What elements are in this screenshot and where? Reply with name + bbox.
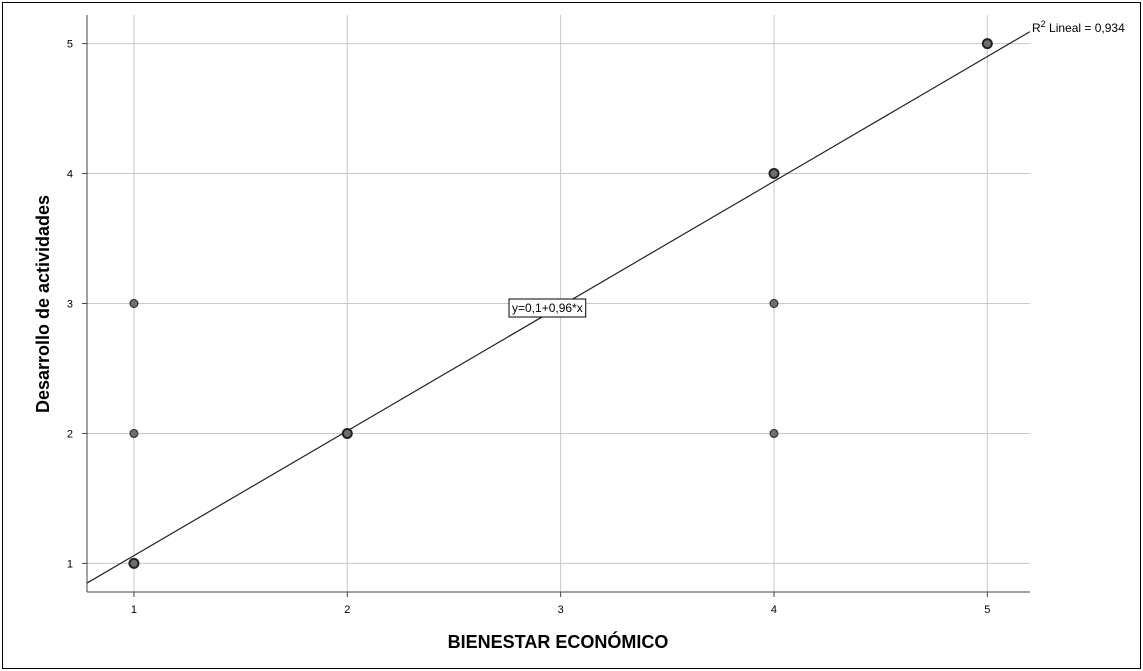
data-point: [768, 168, 780, 180]
data-points: [128, 38, 993, 569]
equation-label-group: y=0,1+0,96*x: [508, 298, 587, 318]
r-squared-prefix: R: [1032, 21, 1041, 35]
x-axis-title: BIENESTAR ECONÓMICO: [448, 631, 669, 652]
r-squared-label: R2 Lineal = 0,934: [1032, 19, 1125, 35]
r-squared-value: Lineal = 0,934: [1046, 21, 1125, 35]
y-tick-labels: 1 2 3 4 5: [67, 39, 87, 570]
equation-box: [508, 298, 587, 318]
data-point: [341, 427, 353, 439]
x-tick-label-2: 2: [344, 604, 350, 616]
y-tick-label-4: 4: [67, 169, 73, 181]
x-tick-label-5: 5: [984, 604, 990, 616]
data-point: [129, 299, 139, 308]
x-tick-label-4: 4: [771, 604, 777, 616]
r-squared-superscript: 2: [1041, 19, 1046, 29]
y-tick-label-2: 2: [67, 428, 73, 440]
y-tick-label-3: 3: [67, 299, 73, 311]
y-tick-label-1: 1: [67, 558, 73, 570]
x-tick-label-1: 1: [131, 604, 137, 616]
x-tick-labels: 1 2 3 4 5: [131, 592, 990, 616]
x-tick-label-3: 3: [558, 604, 564, 616]
data-point: [128, 557, 140, 569]
data-point: [769, 299, 779, 308]
y-axis-title: Desarrollo de actividades: [33, 195, 53, 413]
y-tick-label-5: 5: [67, 39, 73, 51]
data-point: [769, 428, 779, 438]
data-point: [129, 428, 139, 438]
grid-lines: [87, 15, 1030, 592]
data-point: [981, 38, 993, 50]
equation-label: y=0,1+0,96*x: [512, 301, 583, 315]
